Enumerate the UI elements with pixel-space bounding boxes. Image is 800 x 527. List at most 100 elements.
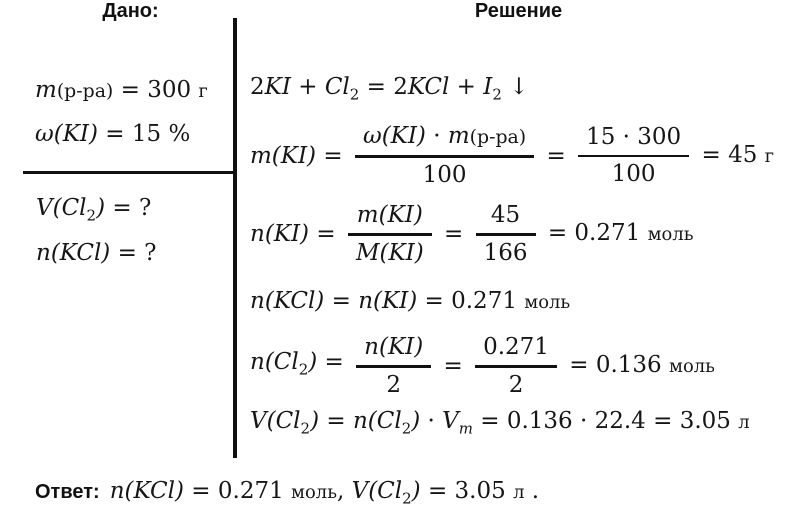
fraction-denominator: 100 <box>415 158 475 190</box>
fraction-denominator: 2 <box>501 368 532 400</box>
math-token-mn: = ? <box>110 240 157 266</box>
math-token-mn: 15 · 300 <box>586 123 682 150</box>
math-token-mn: 2 <box>508 371 524 398</box>
math-token-mn: 2 <box>386 371 401 398</box>
math-token-sub: 2 <box>298 361 309 380</box>
column-divider-line <box>233 18 237 458</box>
fraction-bar <box>578 154 690 157</box>
math-token-mi: m <box>447 123 470 149</box>
math-token-mi: KI <box>264 74 291 100</box>
mass-ki-lhs: m(KI) = <box>250 141 350 171</box>
math-token-mi: ) <box>310 408 320 434</box>
given-title: Дано: <box>102 0 159 22</box>
math-token-mi: n(Cl <box>250 349 299 376</box>
math-token-mn: = <box>309 221 343 248</box>
math-token-un: моль <box>291 482 337 503</box>
fraction-denominator: 166 <box>476 236 536 268</box>
math-token-mn: = <box>319 408 353 434</box>
math-token-mi: KCl <box>407 74 450 100</box>
reaction-equation: 2KI + Cl2 = 2KCl + I2 ↓ <box>250 72 528 110</box>
math-token-mi: V(Cl <box>351 478 403 504</box>
math-token-mn: = 0.271 <box>183 478 292 504</box>
fraction-bar <box>475 233 536 236</box>
math-token-mn: + <box>449 74 484 100</box>
fraction-numerator: ω(KI) · m(р-ра) <box>355 122 534 155</box>
math-token-mn: . <box>524 478 540 504</box>
find-volume-cl2: V(Cl2) = ? <box>36 193 151 231</box>
answer-row: Ответ: n(KCl) = 0.271 моль, V(Cl2) = 3.05… <box>35 476 539 514</box>
math-token-mn: = 0.271 <box>540 220 648 247</box>
fraction: 15 · 300 100 <box>578 123 690 190</box>
math-token-mi: ) <box>411 408 421 434</box>
fraction: ω(KI) · m(р-ра) 100 <box>354 122 535 190</box>
fraction-bar <box>475 365 557 368</box>
fraction-bar <box>347 233 432 236</box>
math-token-mn: 100 <box>611 161 656 187</box>
math-token-mn: = 300 <box>113 77 199 103</box>
math-token-mn: = 2 <box>359 74 408 100</box>
math-token-mn: = <box>317 349 352 376</box>
amount-cl2-equation: n(Cl2) = n(KI) 2 = 0.271 2 = 0.136 моль <box>250 333 715 400</box>
math-token-sub: 2 <box>349 85 360 104</box>
amount-cl2-rhs: = 0.136 моль <box>562 350 715 382</box>
math-token-sub: 2 <box>86 206 97 225</box>
math-token-mi: ) <box>96 195 106 221</box>
fraction-numerator: 15 · 300 <box>578 123 689 155</box>
math-token-rm: (р-ра) <box>56 80 114 102</box>
math-token-mn: 2 <box>250 74 265 100</box>
math-token-mn: = 3.05 <box>420 478 514 504</box>
fraction-bar <box>356 365 432 368</box>
given-divider-line <box>23 171 237 174</box>
math-token-mi: ) <box>411 478 421 504</box>
math-token-mn: = <box>324 288 359 314</box>
amount-cl2-mid: = <box>436 351 470 381</box>
math-token-mi: M(KI) <box>355 239 424 266</box>
mass-ki-rhs: = 45 г <box>694 140 774 172</box>
fraction-numerator: m(KI) <box>349 201 431 233</box>
math-token-un: моль <box>524 292 571 313</box>
math-token-mi: n(KCl) <box>36 240 111 266</box>
math-token-mn: = 0.136 <box>561 352 670 379</box>
given-mass-solution: m(р-ра) = 300 г <box>35 75 208 107</box>
math-token-un: моль <box>669 356 715 378</box>
fraction-denominator: 100 <box>604 157 664 189</box>
math-token-mn: ↓ <box>501 74 529 100</box>
math-token-mn: = 0.136 · 22.4 = 3.05 <box>472 408 739 434</box>
math-token-mi: ω(KI) <box>35 121 98 147</box>
fraction: 0.271 2 <box>475 333 557 400</box>
mass-ki-equation: m(KI) = ω(KI) · m(р-ра) 100 = 15 · 300 100… <box>250 122 774 190</box>
math-token-mn: = <box>539 142 574 169</box>
math-token-rm: (р-ра) <box>469 126 527 148</box>
math-token-mn: + <box>290 74 325 100</box>
math-token-sub: 2 <box>401 419 412 438</box>
math-token-mn: 166 <box>483 239 528 266</box>
math-token-mi: I <box>483 74 493 100</box>
volume-cl2-equation: V(Cl2) = n(Cl2) · Vm = 0.136 · 22.4 = 3.… <box>250 406 750 444</box>
fraction-denominator: 2 <box>378 368 409 400</box>
math-token-mn: 45 <box>490 202 521 228</box>
fraction: n(KI) 2 <box>356 333 432 400</box>
math-token-mn: 100 <box>422 161 467 188</box>
math-token-mi: V(Cl <box>250 408 301 434</box>
math-token-mn: = 45 <box>694 141 765 168</box>
amount-ki-lhs: n(KI) = <box>250 219 343 249</box>
math-token-mi: m(KI) <box>356 202 423 228</box>
amount-ki-rhs: = 0.271 моль <box>541 218 694 250</box>
fraction-numerator: 0.271 <box>475 333 557 365</box>
math-token-mn: = ? <box>105 195 152 221</box>
math-token-mi: m(KI) <box>250 142 317 169</box>
math-token-mi: n(KI) <box>250 221 310 248</box>
math-token-mi: V(Cl <box>36 195 87 221</box>
math-token-un: г <box>198 81 208 102</box>
math-token-un: г <box>764 145 775 167</box>
math-token-mn: = 15 % <box>97 121 191 147</box>
math-token-mn: = <box>436 353 471 380</box>
fraction: 45 166 <box>475 201 536 268</box>
math-token-mi: V <box>442 408 459 434</box>
math-token-mi: Cl <box>324 74 350 100</box>
fraction-denominator: M(KI) <box>348 236 432 268</box>
math-token-mi: n(KI) <box>364 334 424 360</box>
math-token-mi: n(KCl) <box>109 478 184 504</box>
amount-ki-mid: = <box>437 219 471 249</box>
